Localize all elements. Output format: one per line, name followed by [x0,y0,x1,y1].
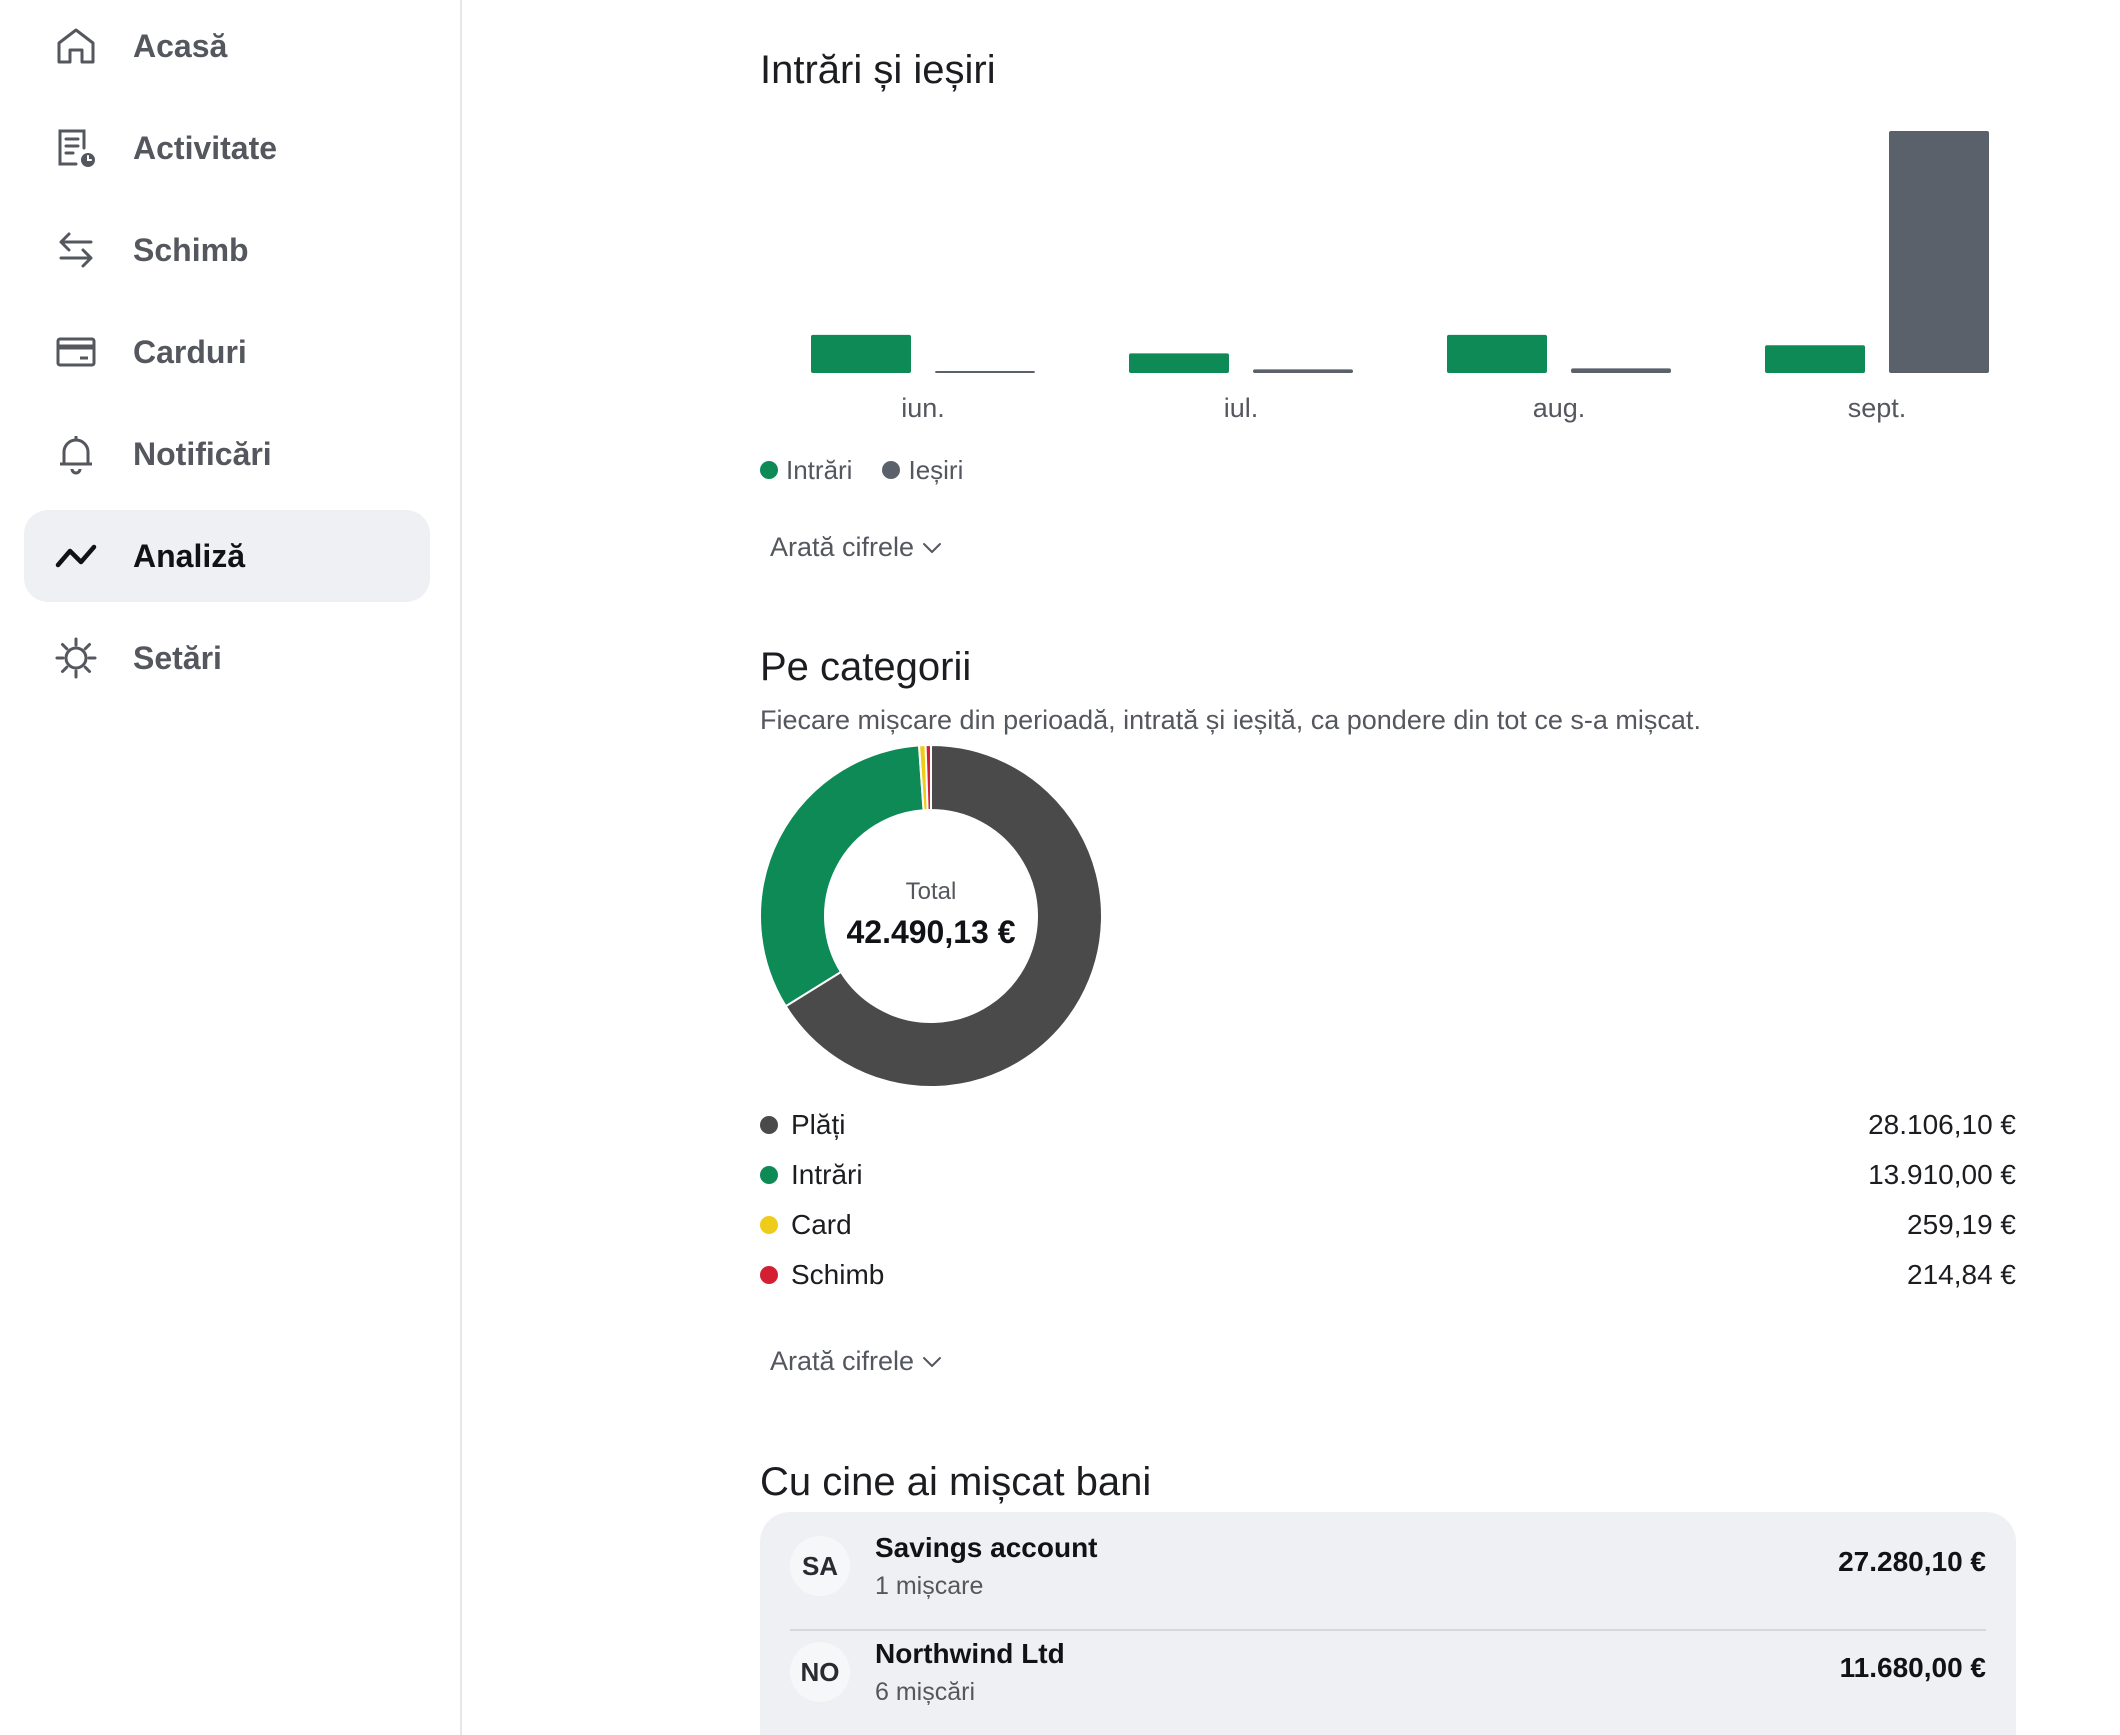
legend-dot [882,461,901,479]
bar-iesiri-1[interactable] [1253,369,1353,373]
sidebar-item-analiza[interactable]: Analiză [24,510,430,602]
x-tick-label: sept. [1848,393,1907,423]
bell-icon [54,432,98,476]
sidebar: Acasă Activitate Schimb Carduri Notifică… [0,0,462,1735]
counterparty-count: 1 mișcare [875,1572,984,1600]
bar-intrari-1[interactable] [1129,353,1229,373]
category-row-schimb[interactable]: Schimb 214,84 € [760,1250,2016,1300]
sidebar-item-setari[interactable]: Setări [24,612,430,704]
home-icon [54,24,98,68]
legend-label: Intrări [786,454,853,485]
legend-item-iesiri[interactable]: Ieșiri [882,455,963,486]
category-list: Plăți 28.106,10 € Intrări 13.910,00 € Ca… [760,1100,2016,1300]
category-amount: 214,84 € [1907,1259,2016,1290]
sidebar-item-label: Acasă [133,28,228,64]
sidebar-item-label: Notificări [133,436,272,472]
donut-total-value: 42.490,13 € [846,913,1016,950]
category-dot [760,1216,778,1234]
category-row-card[interactable]: Card 259,19 € [760,1200,2016,1250]
counterparties-title: Cu cine ai mișcat bani [760,1460,1152,1504]
flows-bar-chart: iun. iul. aug. sept. [811,131,1989,423]
donut-total-label: Total [905,877,957,905]
counterparty-amount: 27.280,10 € [1838,1546,1986,1577]
counterparty-count: 6 mișcări [875,1678,976,1706]
flows-legend: Intrări Ieșiri [760,452,963,488]
flows-title: Intrări și ieșiri [760,48,996,92]
legend-item-intrari[interactable]: Intrări [760,455,852,486]
categories-donut-chart: Total 42.490,13 € [760,745,1102,1087]
bar-intrari-2[interactable] [1447,334,1547,373]
activity-icon [54,126,98,170]
sidebar-item-label: Activitate [133,130,278,166]
main-content: Intrări și ieșiri iun. iul. aug. sept. Intr… [760,0,2020,1735]
bar-iesiri-3[interactable] [1889,131,1989,373]
toggle-label: Arată cifrele [770,532,915,562]
category-name: Intrări [791,1159,863,1190]
category-name: Card [791,1209,852,1240]
categories-title: Pe categorii [760,645,972,689]
counterparty-name: Northwind Ltd [875,1638,1065,1669]
category-row-plati[interactable]: Plăți 28.106,10 € [760,1100,2016,1150]
sidebar-item-label: Carduri [133,334,247,370]
sidebar-item-label: Setări [133,640,222,676]
show-figures-toggle[interactable]: Arată cifrele [770,1346,944,1377]
chevron-down-icon [923,1356,942,1367]
category-amount: 13.910,00 € [1868,1159,2016,1190]
donut-center: Total 42.490,13 € [760,745,1102,1087]
card-icon [54,330,98,374]
gear-icon [54,636,98,680]
bar-intrari-3[interactable] [1765,345,1865,373]
bar-iesiri-0[interactable] [935,371,1035,373]
legend-label: Ieșiri [908,454,964,485]
avatar: SA [790,1536,850,1596]
donut-slice-pli[interactable] [784,745,1102,1087]
counterparty-row[interactable]: SA Savings account 1 mișcare 27.280,10 € [790,1512,1986,1618]
toggle-label: Arată cifrele [770,1346,915,1376]
sidebar-item-label: Schimb [133,232,249,268]
counterparty-name: Savings account [875,1532,1098,1563]
category-dot [760,1166,778,1184]
category-row-intrari[interactable]: Intrări 13.910,00 € [760,1150,2016,1200]
legend-dot [760,461,778,479]
bar-iesiri-2[interactable] [1571,368,1671,373]
divider [790,1629,1986,1631]
donut-slice-intrri[interactable] [760,745,925,1008]
category-amount: 28.106,10 € [1868,1109,2016,1140]
category-amount: 259,19 € [1907,1209,2016,1240]
sidebar-item-acasa[interactable]: Acasă [24,0,430,92]
chevron-down-icon [923,542,942,553]
category-name: Plăți [791,1109,846,1140]
counterparty-amount: 11.680,00 € [1839,1652,1986,1683]
x-tick-label: iun. [901,393,945,423]
sidebar-item-schimb[interactable]: Schimb [24,204,430,296]
sidebar-item-activitate[interactable]: Activitate [24,102,430,194]
exchange-icon [54,228,98,272]
x-tick-label: iul. [1224,393,1259,423]
sidebar-item-carduri[interactable]: Carduri [24,306,430,398]
counterparty-row[interactable]: NO Northwind Ltd 6 mișcări 11.680,00 € [790,1618,1986,1724]
category-name: Schimb [791,1259,885,1290]
categories-subtitle: Fiecare mișcare din perioadă, intrată și… [760,705,1701,735]
counterparties-card: SA Savings account 1 mișcare 27.280,10 €… [760,1512,2016,1735]
category-dot [760,1116,778,1134]
show-figures-toggle[interactable]: Arată cifrele [770,532,944,563]
x-tick-label: aug. [1533,393,1586,423]
sidebar-item-notificari[interactable]: Notificări [24,408,430,500]
bar-intrari-0[interactable] [811,334,911,373]
sidebar-item-label: Analiză [133,538,246,574]
avatar: NO [790,1642,850,1702]
category-dot [760,1266,778,1284]
analytics-icon [54,534,98,578]
